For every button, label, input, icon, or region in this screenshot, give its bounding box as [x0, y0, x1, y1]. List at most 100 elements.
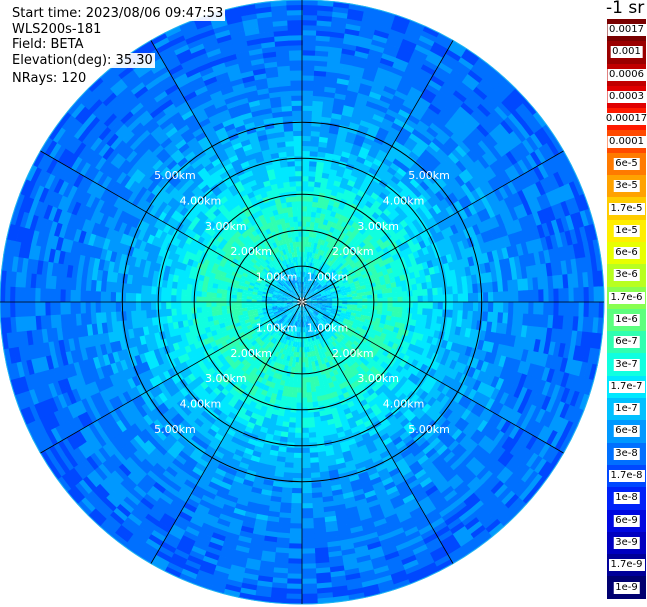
ppi-gate-cell — [304, 271, 307, 278]
ppi-gate-cell — [311, 295, 317, 299]
ppi-gate-cell — [302, 221, 307, 227]
ppi-gate-cell — [373, 277, 381, 283]
ppi-gate-cell — [305, 362, 309, 368]
ppi-gate-cell — [311, 268, 315, 274]
ppi-gate-cell — [310, 211, 317, 218]
ppi-gate-cell — [432, 70, 449, 83]
ppi-gate-cell — [404, 273, 411, 281]
ppi-gate-cell — [395, 281, 402, 288]
ppi-gate-cell — [400, 176, 411, 187]
ppi-gate-cell — [360, 269, 367, 276]
ppi-gate-cell — [306, 299, 313, 302]
ppi-gate-cell — [354, 50, 370, 60]
ppi-gate-cell — [472, 224, 482, 236]
ppi-gate-cell — [320, 255, 326, 262]
ppi-gate-cell — [357, 172, 367, 182]
ppi-gate-cell — [324, 193, 332, 200]
ppi-gate-cell — [441, 82, 457, 95]
ppi-gate-cell — [381, 52, 397, 63]
ppi-gate-cell — [351, 112, 364, 121]
ppi-gate-cell — [402, 296, 409, 303]
ppi-gate-cell — [343, 281, 350, 286]
ppi-gate-cell — [385, 283, 392, 289]
ppi-gate-cell — [305, 367, 310, 373]
ppi-gate-cell — [315, 276, 321, 282]
ppi-gate-cell — [292, 472, 302, 479]
ppi-gate-cell — [302, 14, 318, 21]
ppi-gate-cell — [395, 153, 407, 164]
ppi-gate-cell — [450, 69, 466, 83]
ppi-gate-cell — [306, 251, 311, 258]
ppi-gate-cell — [448, 44, 465, 58]
ppi-gate-cell — [349, 282, 356, 287]
ppi-gate-cell — [326, 61, 341, 69]
ppi-gate-cell — [390, 24, 408, 35]
ppi-gate-cell — [412, 289, 418, 297]
ppi-gate-cell — [422, 302, 429, 309]
ppi-gate-cell — [488, 239, 497, 252]
ppi-gate-cell — [362, 11, 380, 21]
ppi-gate-cell — [352, 266, 360, 272]
ppi-gate-cell — [422, 88, 438, 100]
ppi-gate-cell — [440, 159, 453, 172]
ppi-gate-cell — [496, 123, 511, 138]
ppi-gate-cell — [387, 297, 393, 303]
ppi-gate-cell — [446, 181, 458, 193]
ppi-gate-cell — [317, 197, 325, 204]
ppi-gate-cell — [363, 137, 375, 146]
ppi-gate-cell — [314, 289, 320, 294]
ppi-gate-cell — [546, 158, 559, 175]
ppi-gate-cell — [384, 43, 401, 54]
ppi-gate-cell — [326, 183, 334, 191]
ppi-gate-cell — [436, 201, 447, 212]
ppi-gate-cell — [472, 201, 482, 214]
ppi-gate-cell — [463, 206, 473, 218]
ppi-gate-cell — [481, 168, 493, 182]
ppi-gate-cell — [382, 302, 388, 307]
ppi-gate-cell — [310, 241, 315, 248]
ppi-gate-cell — [407, 90, 422, 102]
ppi-gate-cell — [513, 302, 519, 314]
ppi-gate-cell — [321, 294, 327, 297]
ppi-gate-cell — [399, 227, 409, 237]
ppi-gate-cell — [338, 283, 345, 288]
ppi-gate-cell — [286, 578, 302, 585]
ppi-gate-cell — [365, 154, 376, 164]
ppi-gate-cell — [391, 265, 399, 273]
ppi-gate-cell — [447, 117, 462, 131]
ppi-gate-cell — [369, 145, 381, 155]
ppi-gate-cell — [330, 163, 339, 171]
ppi-gate-cell — [321, 172, 330, 179]
ppi-gate-cell — [358, 124, 370, 133]
ppi-gate-cell — [392, 19, 410, 30]
ppi-gate-cell — [428, 207, 438, 218]
ppi-gate-cell — [447, 167, 460, 179]
ppi-gate-cell — [285, 593, 302, 600]
ppi-gate-cell — [307, 277, 310, 283]
ppi-gate-cell — [458, 197, 469, 210]
ppi-gate-cell — [438, 110, 452, 123]
ppi-gate-cell — [350, 116, 362, 126]
ppi-gate-cell — [301, 392, 307, 398]
ppi-gate-cell — [302, 256, 305, 262]
ppi-gate-cell — [435, 133, 448, 146]
ppi-gate-cell — [392, 292, 398, 298]
ppi-gate-cell — [409, 86, 424, 98]
ppi-gate-cell — [337, 270, 344, 276]
ppi-gate-cell — [469, 90, 485, 105]
ppi-gate-cell — [318, 136, 329, 143]
ppi-gate-cell — [320, 291, 326, 295]
ppi-gate-cell — [406, 62, 422, 74]
ppi-gate-cell — [318, 260, 323, 267]
ppi-gate-cell — [397, 47, 414, 59]
ppi-gate-cell — [452, 242, 461, 253]
ppi-gate-cell — [306, 221, 311, 227]
ppi-gate-cell — [379, 122, 392, 132]
ppi-gate-cell — [539, 178, 551, 195]
ppi-gate-cell — [504, 116, 518, 132]
ppi-gate-cell — [318, 279, 324, 285]
ppi-gate-cell — [355, 177, 365, 186]
ppi-gate-cell — [304, 241, 309, 247]
ppi-gate-cell — [410, 277, 417, 285]
ppi-gate-cell — [566, 164, 579, 182]
